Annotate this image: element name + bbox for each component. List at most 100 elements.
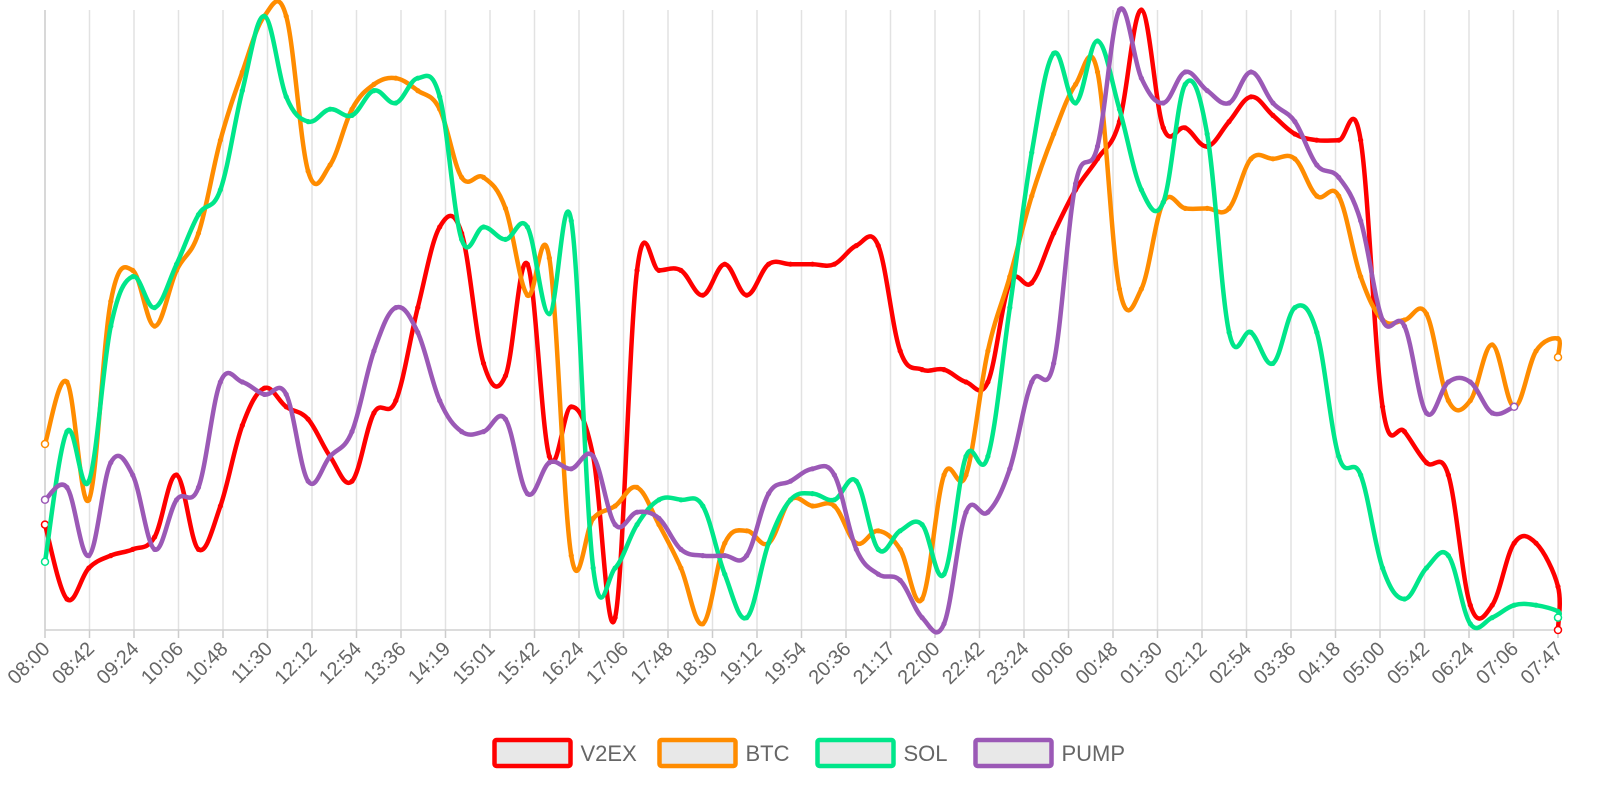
data-point[interactable]: [415, 329, 421, 335]
data-point[interactable]: [787, 478, 794, 484]
data-point[interactable]: [459, 236, 465, 242]
data-point[interactable]: [393, 100, 399, 106]
data-point[interactable]: [130, 472, 136, 478]
data-point[interactable]: [1160, 199, 1166, 205]
data-point[interactable]: [831, 497, 837, 503]
data-point[interactable]: [941, 621, 947, 627]
data-point[interactable]: [1226, 119, 1232, 125]
data-point[interactable]: [152, 546, 158, 553]
data-point[interactable]: [305, 416, 311, 422]
data-point[interactable]: [875, 528, 881, 534]
data-point[interactable]: [217, 379, 224, 385]
data-point[interactable]: [700, 621, 706, 627]
data-point[interactable]: [1423, 311, 1430, 317]
data-point[interactable]: [283, 13, 289, 19]
data-point[interactable]: [744, 528, 750, 534]
data-point[interactable]: [1270, 112, 1276, 118]
data-point[interactable]: [634, 522, 640, 528]
data-point[interactable]: [678, 546, 684, 553]
data-point[interactable]: [809, 491, 816, 497]
data-point[interactable]: [1094, 143, 1101, 149]
data-point[interactable]: [1160, 100, 1166, 106]
data-point[interactable]: [1029, 193, 1035, 199]
data-point[interactable]: [1336, 193, 1342, 199]
data-point[interactable]: [217, 187, 224, 193]
data-point[interactable]: [700, 503, 706, 509]
data-point[interactable]: [1007, 274, 1013, 280]
data-point[interactable]: [1248, 94, 1254, 100]
data-point[interactable]: [722, 553, 728, 559]
data-point[interactable]: [1051, 230, 1057, 236]
data-point[interactable]: [1226, 205, 1232, 211]
data-point[interactable]: [1116, 106, 1123, 112]
data-point[interactable]: [941, 472, 947, 478]
data-point[interactable]: [1489, 615, 1495, 621]
legend-item-pump[interactable]: PUMP: [973, 737, 1126, 769]
data-point[interactable]: [1555, 584, 1561, 590]
data-point[interactable]: [283, 404, 289, 410]
data-point[interactable]: [656, 267, 662, 273]
data-point[interactable]: [1511, 540, 1517, 546]
data-point[interactable]: [349, 106, 355, 112]
data-point[interactable]: [1204, 131, 1210, 137]
data-point[interactable]: [656, 515, 662, 522]
data-point[interactable]: [1182, 81, 1188, 87]
data-point[interactable]: [1336, 453, 1342, 459]
data-point[interactable]: [349, 429, 355, 435]
data-point[interactable]: [1248, 69, 1254, 75]
data-point[interactable]: [524, 292, 531, 298]
data-point[interactable]: [1314, 329, 1320, 335]
data-point[interactable]: [1445, 398, 1451, 404]
data-point[interactable]: [1489, 410, 1495, 416]
endpoint-marker[interactable]: [1553, 625, 1563, 635]
data-point[interactable]: [217, 137, 224, 143]
data-point[interactable]: [546, 255, 552, 261]
data-point[interactable]: [1336, 174, 1342, 180]
data-point[interactable]: [1051, 131, 1057, 137]
data-point[interactable]: [1511, 602, 1517, 608]
data-point[interactable]: [152, 323, 158, 329]
endpoint-marker[interactable]: [40, 520, 50, 529]
data-point[interactable]: [86, 478, 92, 484]
data-point[interactable]: [1379, 565, 1386, 571]
data-point[interactable]: [963, 509, 969, 515]
data-point[interactable]: [985, 453, 991, 459]
data-point[interactable]: [1379, 317, 1386, 323]
data-point[interactable]: [1555, 608, 1561, 615]
data-point[interactable]: [86, 553, 92, 559]
data-point[interactable]: [722, 261, 728, 267]
data-point[interactable]: [831, 472, 837, 478]
data-point[interactable]: [590, 515, 596, 522]
data-point[interactable]: [656, 497, 662, 503]
data-point[interactable]: [86, 497, 92, 503]
data-point[interactable]: [1445, 472, 1451, 478]
data-point[interactable]: [590, 565, 596, 571]
data-point[interactable]: [349, 112, 355, 118]
data-point[interactable]: [173, 497, 180, 503]
series-line-pump[interactable]: [42, 6, 1517, 635]
data-point[interactable]: [327, 453, 333, 459]
data-point[interactable]: [305, 119, 311, 125]
data-point[interactable]: [393, 75, 399, 81]
data-point[interactable]: [656, 522, 662, 528]
data-point[interactable]: [1401, 323, 1408, 329]
data-point[interactable]: [305, 168, 311, 174]
data-point[interactable]: [86, 565, 92, 571]
data-point[interactable]: [787, 261, 794, 267]
data-point[interactable]: [568, 553, 574, 559]
data-point[interactable]: [963, 472, 969, 478]
data-point[interactable]: [108, 553, 114, 559]
data-point[interactable]: [130, 267, 136, 273]
data-point[interactable]: [1401, 596, 1408, 602]
data-point[interactable]: [415, 88, 421, 94]
data-point[interactable]: [459, 174, 465, 180]
data-point[interactable]: [1423, 460, 1430, 466]
data-point[interactable]: [480, 429, 487, 435]
data-point[interactable]: [130, 274, 136, 280]
data-point[interactable]: [700, 553, 706, 559]
data-point[interactable]: [371, 348, 377, 354]
data-point[interactable]: [283, 391, 289, 397]
data-point[interactable]: [524, 261, 531, 267]
data-point[interactable]: [1051, 50, 1057, 57]
data-point[interactable]: [1029, 280, 1035, 286]
